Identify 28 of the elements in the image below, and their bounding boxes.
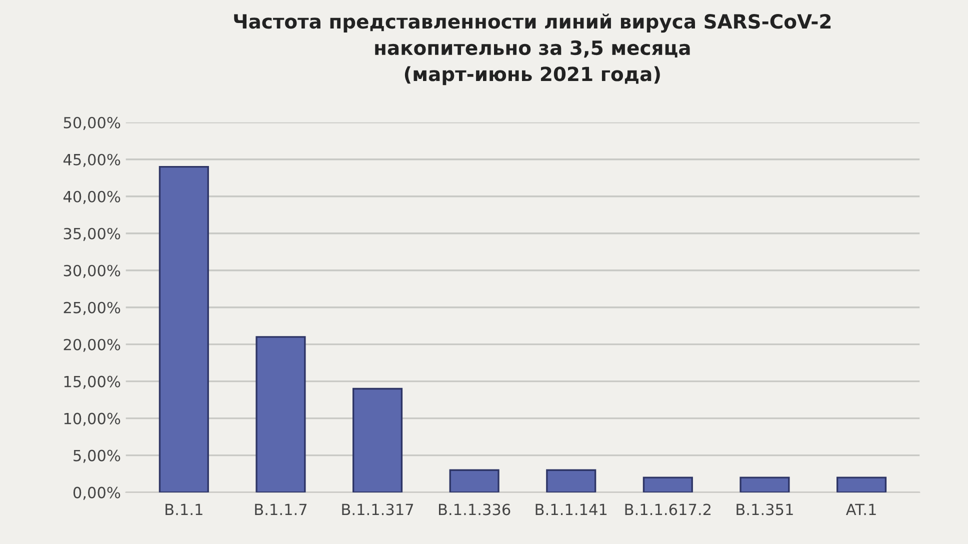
y-tick-label: 0,00% xyxy=(73,486,120,500)
y-tick-label: 40,00% xyxy=(63,190,120,204)
y-tick-label: 10,00% xyxy=(64,412,120,426)
bar xyxy=(642,476,693,492)
x-tick-label: B.1.1.317 xyxy=(342,504,414,516)
x-tick-label: B.1.1.336 xyxy=(438,504,510,516)
x-tick-label: AT.1 xyxy=(846,504,876,516)
y-tick-label: 35,00% xyxy=(64,228,120,241)
y-tick-label: 20,00% xyxy=(64,338,120,352)
x-tick-label: B.1.1.141 xyxy=(536,504,607,516)
y-tick-label: 25,00% xyxy=(64,302,120,315)
x-tick-label: B.1.351 xyxy=(736,504,793,516)
y-tick-label: 5,00% xyxy=(74,450,120,463)
bar xyxy=(740,476,790,492)
x-tick-label: B.1.1.7 xyxy=(255,504,307,516)
y-tick-label: 50,00% xyxy=(64,116,120,130)
y-tick-label: 30,00% xyxy=(64,264,120,278)
bar xyxy=(158,166,209,492)
bar xyxy=(352,388,403,492)
bar xyxy=(449,469,500,492)
chart-title: Частота представленности линий вируса SARS-CoV-2 накопительно за 3,5 месяца (март-июнь 2021 года) xyxy=(234,14,831,86)
bar xyxy=(836,476,887,492)
x-tick-label: B.1.1.617.2 xyxy=(625,504,711,516)
y-tick-label: 45,00% xyxy=(63,154,120,167)
y-tick-label: 15,00% xyxy=(64,376,120,389)
bar xyxy=(546,469,596,492)
x-tick-label: B.1.1 xyxy=(166,504,202,516)
bar xyxy=(256,336,306,492)
